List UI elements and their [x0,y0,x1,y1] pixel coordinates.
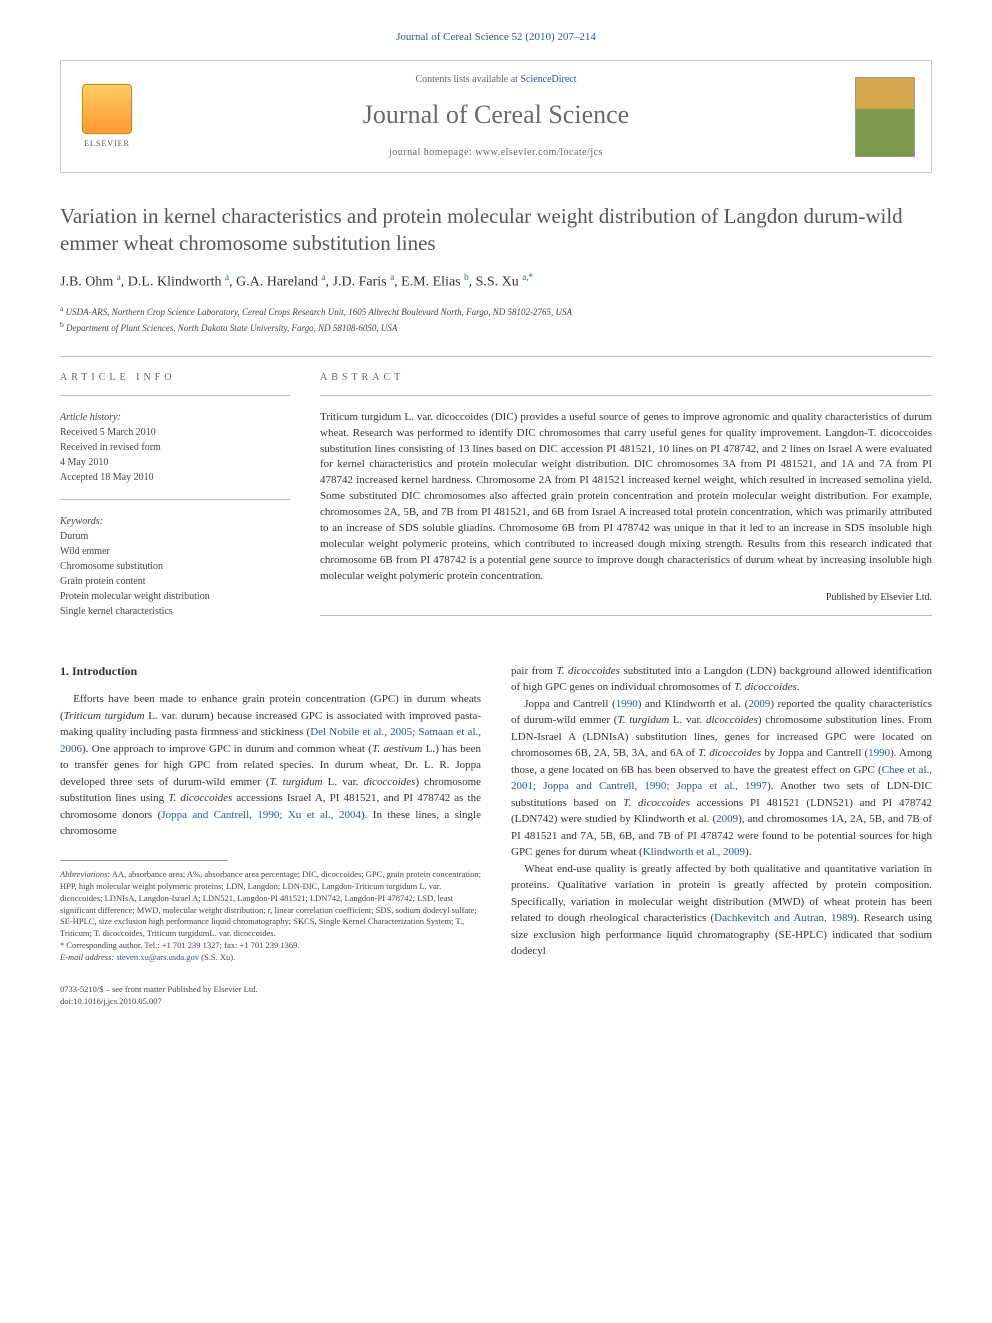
keywords-block: Keywords: DurumWild emmerChromosome subs… [60,514,290,619]
keyword: Durum [60,529,290,544]
contents-available-line: Contents lists available at ScienceDirec… [153,73,839,87]
keyword: Wild emmer [60,544,290,559]
elsevier-tree-icon [82,84,132,134]
keyword: Single kernel characteristics [60,604,290,619]
intro-paragraph: Wheat end-use quality is greatly affecte… [511,861,932,960]
abbrev-text: AA, absorbance area; A%, absorbance area… [60,869,481,938]
intro-paragraph: pair from T. dicoccoides substituted int… [511,663,932,696]
doi-line: doi:10.1016/j.jcs.2010.05.007 [60,996,481,1008]
authors-list: J.B. Ohm a, D.L. Klindworth a, G.A. Hare… [60,271,932,292]
intro-paragraph: Joppa and Cantrell (1990) and Klindworth… [511,696,932,861]
keyword: Grain protein content [60,574,290,589]
corresponding-author-footnote: * Corresponding author. Tel.: +1 701 239… [60,940,481,952]
sciencedirect-link[interactable]: ScienceDirect [520,74,576,85]
divider [60,499,290,500]
history-line: Accepted 18 May 2010 [60,470,290,485]
keyword: Chromosome substitution [60,559,290,574]
journal-name: Journal of Cereal Science [153,97,839,133]
divider [320,395,932,396]
elsevier-logo: ELSEVIER [77,82,137,152]
issn-line: 0733-5210/$ – see front matter Published… [60,984,481,996]
header-center: Contents lists available at ScienceDirec… [153,73,839,159]
abstract-column: ABSTRACT Triticum turgidum L. var. dicoc… [320,371,932,633]
intro-text-left: Efforts have been made to enhance grain … [60,691,481,840]
article-info-label: ARTICLE INFO [60,371,290,385]
homepage-label: journal homepage: [389,147,475,158]
abstract-text: Triticum turgidum L. var. dicoccoides (D… [320,410,932,585]
journal-header-box: ELSEVIER Contents lists available at Sci… [60,60,932,172]
affiliations: a USDA-ARS, Northern Crop Science Labora… [60,303,932,336]
intro-paragraph: Efforts have been made to enhance grain … [60,691,481,840]
homepage-url[interactable]: www.elsevier.com/locate/jcs [475,147,603,158]
body-right-column: pair from T. dicoccoides substituted int… [511,663,932,1008]
keyword: Protein molecular weight distribution [60,589,290,604]
article-title: Variation in kernel characteristics and … [60,203,932,258]
contents-text: Contents lists available at [415,74,520,85]
body-left-column: 1. Introduction Efforts have been made t… [60,663,481,1008]
journal-reference: Journal of Cereal Science 52 (2010) 207–… [60,30,932,45]
abbrev-label: Abbreviations: [60,869,110,879]
email-link[interactable]: steven.xu@ars.usda.gov [116,952,199,962]
keywords-label: Keywords: [60,514,290,529]
email-label: E-mail address: [60,952,116,962]
homepage-line: journal homepage: www.elsevier.com/locat… [153,146,839,160]
article-history: Article history: Received 5 March 2010Re… [60,410,290,485]
history-line: 4 May 2010 [60,455,290,470]
body-columns: 1. Introduction Efforts have been made t… [60,663,932,1008]
history-line: Received 5 March 2010 [60,425,290,440]
history-label: Article history: [60,410,290,425]
info-abstract-row: ARTICLE INFO Article history: Received 5… [60,371,932,633]
journal-cover-thumbnail [855,77,915,157]
email-footnote: E-mail address: steven.xu@ars.usda.gov (… [60,952,481,964]
abbreviations-footnote: Abbreviations: AA, absorbance area; A%, … [60,869,481,940]
divider [60,356,932,357]
introduction-heading: 1. Introduction [60,663,481,680]
bottom-publication-info: 0733-5210/$ – see front matter Published… [60,984,481,1008]
divider [320,615,932,616]
history-line: Received in revised form [60,440,290,455]
email-suffix: (S.S. Xu). [199,952,235,962]
abstract-label: ABSTRACT [320,371,932,385]
footnote-separator [60,860,228,861]
divider [60,395,290,396]
intro-text-right: pair from T. dicoccoides substituted int… [511,663,932,960]
footnotes: Abbreviations: AA, absorbance area; A%, … [60,869,481,964]
published-by: Published by Elsevier Ltd. [320,591,932,605]
article-info-column: ARTICLE INFO Article history: Received 5… [60,371,290,633]
elsevier-label: ELSEVIER [84,138,130,149]
